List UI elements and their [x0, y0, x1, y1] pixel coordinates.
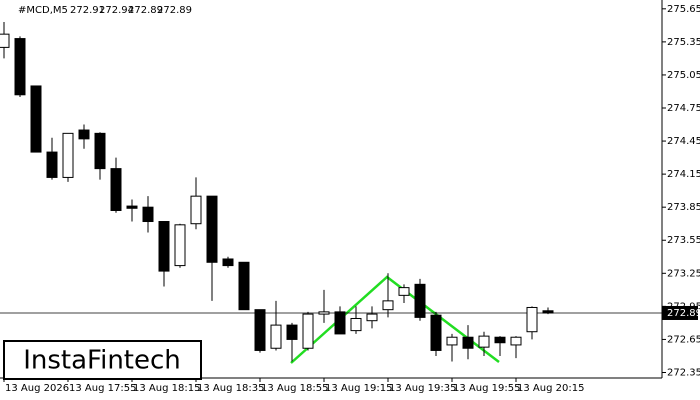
candle-body [62, 132, 74, 178]
candle-body [318, 311, 330, 315]
candle-body [526, 306, 538, 333]
header-value: 272.94 [99, 5, 134, 16]
x-tick-label: 13 Aug 19:15 [325, 383, 392, 394]
candle-body [302, 313, 314, 349]
candle-body [542, 310, 554, 314]
candle-body [366, 313, 378, 322]
candle-body [78, 129, 90, 140]
candle-body [142, 206, 154, 223]
y-tick-label: 275.35 [667, 37, 700, 48]
candle-body [382, 300, 394, 311]
candle-body [430, 314, 442, 351]
candle-body [14, 38, 26, 96]
candle-body [510, 336, 522, 346]
candle-body [254, 309, 266, 351]
candle-body [94, 132, 106, 170]
candle-body [238, 261, 250, 311]
header-value: 272.89 [157, 5, 192, 16]
x-tick-label: 13 Aug 2026 [5, 383, 69, 394]
candle-body [206, 195, 218, 263]
candle-body [446, 336, 458, 346]
y-tick-label: 274.75 [667, 103, 700, 114]
y-tick-label: 274.45 [667, 136, 700, 147]
x-tick-label: 13 Aug 18:15 [133, 383, 200, 394]
candle-body [286, 324, 298, 340]
candle-body [334, 311, 346, 335]
candle-body [494, 336, 506, 344]
x-tick-label: 13 Aug 20:15 [517, 383, 584, 394]
candle-body [478, 335, 490, 348]
candle-body [270, 324, 282, 349]
y-tick-label: 272.35 [667, 367, 700, 378]
watermark-box [3, 340, 202, 380]
price-label-box [662, 305, 698, 320]
y-tick-label: 275.65 [667, 4, 700, 15]
candle-body [126, 205, 138, 209]
candle-body [222, 258, 234, 267]
candle-body [46, 151, 58, 178]
symbol: #MCD,M5 [18, 5, 68, 16]
y-tick-label: 273.85 [667, 202, 700, 213]
header-value: 272.89 [128, 5, 163, 16]
x-tick-label: 13 Aug 19:35 [389, 383, 456, 394]
y-tick-label: 273.55 [667, 235, 700, 246]
price-label: 272.89 [667, 308, 700, 319]
x-tick-label: 13 Aug 18:55 [261, 383, 328, 394]
y-tick-label: 272.65 [667, 334, 700, 345]
candle-body [174, 224, 186, 267]
candle-body [0, 33, 10, 48]
candle-body [158, 221, 170, 272]
y-tick-label: 275.05 [667, 70, 700, 81]
y-tick-label: 273.25 [667, 268, 700, 279]
x-tick-label: 13 Aug 17:55 [69, 383, 136, 394]
watermark: InstaFintech [23, 346, 181, 376]
candle-body [110, 168, 122, 211]
candle-body [462, 336, 474, 349]
x-tick-label: 13 Aug 19:55 [453, 383, 520, 394]
y-tick-label: 274.15 [667, 169, 700, 180]
candle-body [190, 195, 202, 225]
candle-body [414, 283, 426, 318]
header-value: 272.91 [70, 5, 105, 16]
candle-body [350, 317, 362, 332]
double-bottom-pattern [290, 275, 500, 364]
candle-body [30, 85, 42, 153]
candle-body [398, 287, 410, 296]
x-tick-label: 13 Aug 18:35 [197, 383, 264, 394]
